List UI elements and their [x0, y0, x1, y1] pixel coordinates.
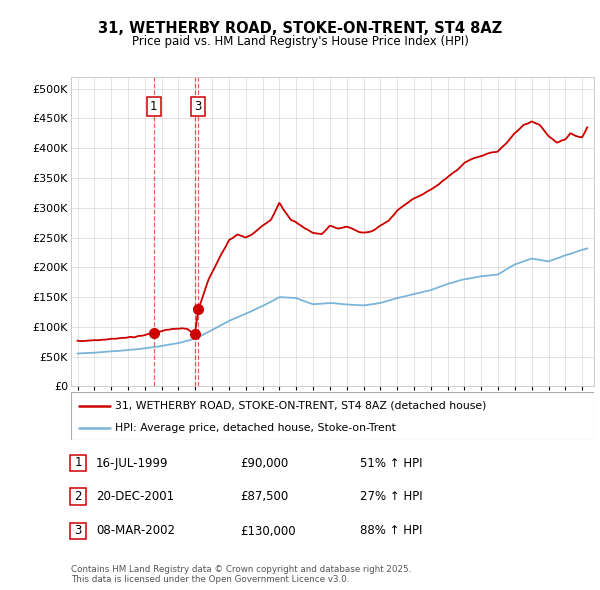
Text: 31, WETHERBY ROAD, STOKE-ON-TRENT, ST4 8AZ (detached house): 31, WETHERBY ROAD, STOKE-ON-TRENT, ST4 8…: [115, 401, 487, 411]
Text: Price paid vs. HM Land Registry's House Price Index (HPI): Price paid vs. HM Land Registry's House …: [131, 35, 469, 48]
Text: 16-JUL-1999: 16-JUL-1999: [96, 457, 169, 470]
Bar: [70, 455, 86, 471]
Text: 1: 1: [74, 456, 82, 470]
Text: 20-DEC-2001: 20-DEC-2001: [96, 490, 174, 503]
Text: HPI: Average price, detached house, Stoke-on-Trent: HPI: Average price, detached house, Stok…: [115, 423, 396, 432]
Text: 51% ↑ HPI: 51% ↑ HPI: [360, 457, 422, 470]
Bar: [70, 523, 86, 539]
Text: 3: 3: [194, 100, 202, 113]
Text: 2: 2: [74, 490, 82, 503]
Text: 27% ↑ HPI: 27% ↑ HPI: [360, 490, 422, 503]
Text: £130,000: £130,000: [240, 525, 296, 537]
Text: 31, WETHERBY ROAD, STOKE-ON-TRENT, ST4 8AZ: 31, WETHERBY ROAD, STOKE-ON-TRENT, ST4 8…: [98, 21, 502, 35]
Text: 1: 1: [150, 100, 158, 113]
Text: 3: 3: [74, 524, 82, 537]
Text: 88% ↑ HPI: 88% ↑ HPI: [360, 525, 422, 537]
Text: Contains HM Land Registry data © Crown copyright and database right 2025.
This d: Contains HM Land Registry data © Crown c…: [71, 565, 411, 584]
Text: £90,000: £90,000: [240, 457, 288, 470]
Text: £87,500: £87,500: [240, 490, 288, 503]
Text: 08-MAR-2002: 08-MAR-2002: [96, 525, 175, 537]
Bar: [70, 489, 86, 504]
